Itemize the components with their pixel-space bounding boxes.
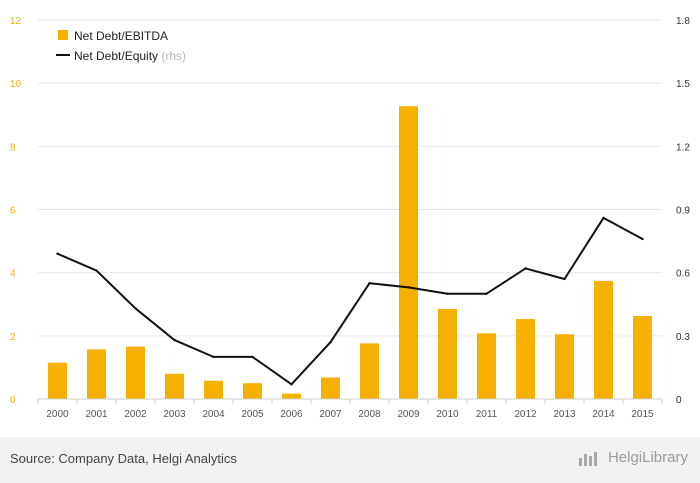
- legend-label-line-name: Net Debt/Equity: [74, 49, 161, 63]
- bar: [126, 346, 145, 399]
- line-point: [290, 383, 293, 386]
- x-tick-label: 2003: [163, 409, 186, 420]
- x-tick-label: 2006: [280, 409, 303, 420]
- left-tick-label: 12: [10, 16, 22, 27]
- line-point: [329, 340, 332, 344]
- legend-swatch-bar: [58, 30, 68, 40]
- x-tick-label: 2001: [85, 409, 108, 420]
- bar: [87, 349, 106, 399]
- bar: [516, 319, 535, 399]
- line-point: [524, 267, 527, 270]
- line-point: [446, 292, 449, 295]
- bar: [204, 380, 223, 399]
- line-point: [602, 216, 605, 220]
- line-point: [134, 307, 137, 310]
- line-point: [641, 237, 644, 241]
- right-axis-ticks: 0 0.3 0.6 0.9 1.2 1.5 1.8: [676, 16, 690, 406]
- left-tick-label: 6: [10, 206, 16, 217]
- bar: [360, 343, 379, 399]
- source-note: Source: Company Data, Helgi Analytics: [10, 451, 237, 466]
- line-point: [563, 277, 566, 281]
- x-tick-label: 2015: [631, 409, 654, 420]
- bar: [48, 362, 67, 399]
- line-point: [251, 355, 254, 359]
- bar: [555, 334, 574, 399]
- line-point: [212, 355, 215, 359]
- bar: [594, 280, 613, 399]
- line-point: [173, 338, 176, 342]
- x-tick-label: 2009: [397, 409, 420, 420]
- line-point: [368, 281, 371, 285]
- line-point: [56, 252, 59, 255]
- bar: [438, 308, 457, 399]
- left-tick-label: 0: [10, 395, 16, 406]
- x-tick-label: 2004: [202, 409, 225, 420]
- right-tick-label: 1.8: [676, 16, 690, 27]
- x-tick-label: 2005: [241, 409, 264, 420]
- line-series: [56, 216, 644, 386]
- left-tick-label: 4: [10, 269, 16, 280]
- x-axis-ticks: 2000 2001 2002 2003 2004 2005 2006 2007 2008 2009…: [37, 398, 663, 420]
- right-tick-label: 0.9: [676, 206, 690, 217]
- x-tick-label: 2007: [319, 409, 342, 420]
- x-tick-label: 2010: [436, 409, 459, 420]
- bar-chart-logo-icon: [578, 451, 597, 466]
- left-tick-label: 2: [10, 332, 16, 343]
- left-tick-label: 8: [10, 142, 16, 153]
- right-tick-label: 0.6: [676, 269, 690, 280]
- right-tick-label: 0: [676, 395, 682, 406]
- x-tick-label: 2013: [553, 409, 576, 420]
- line-point: [407, 286, 410, 289]
- x-tick-label: 2000: [46, 409, 69, 420]
- right-tick-label: 0.3: [676, 332, 690, 343]
- line-path: [57, 216, 643, 386]
- legend-label-bar: Net Debt/EBITDA: [74, 29, 168, 43]
- x-tick-label: 2011: [476, 409, 498, 420]
- legend-label-line-suffix: (rhs): [161, 49, 186, 63]
- right-tick-label: 1.2: [676, 142, 690, 153]
- line-point: [95, 269, 98, 272]
- bar: [399, 106, 418, 399]
- bar-series: [48, 106, 652, 399]
- bar: [477, 333, 496, 399]
- x-tick-label: 2008: [358, 409, 381, 420]
- legend: Net Debt/EBITDA Net Debt/Equity (rhs): [56, 29, 186, 63]
- left-tick-label: 10: [10, 79, 22, 90]
- x-tick-label: 2014: [592, 409, 615, 420]
- brand-name: HelgiLibrary: [607, 449, 688, 466]
- right-tick-label: 1.5: [676, 79, 690, 90]
- x-tick-label: 2012: [514, 409, 537, 420]
- left-axis-ticks: 0 2 4 6 8 10 12: [10, 16, 22, 406]
- bar: [321, 377, 340, 399]
- bar: [165, 373, 184, 399]
- bar: [243, 383, 262, 399]
- bar: [282, 393, 301, 399]
- grid-lines: [38, 19, 662, 400]
- footer: Source: Company Data, Helgi Analytics He…: [0, 437, 700, 483]
- line-point: [485, 292, 488, 295]
- legend-label-line: Net Debt/Equity (rhs): [74, 49, 186, 63]
- x-tick-label: 2002: [124, 409, 147, 420]
- brand-logo: HelgiLibrary: [578, 449, 688, 466]
- bar: [633, 315, 652, 399]
